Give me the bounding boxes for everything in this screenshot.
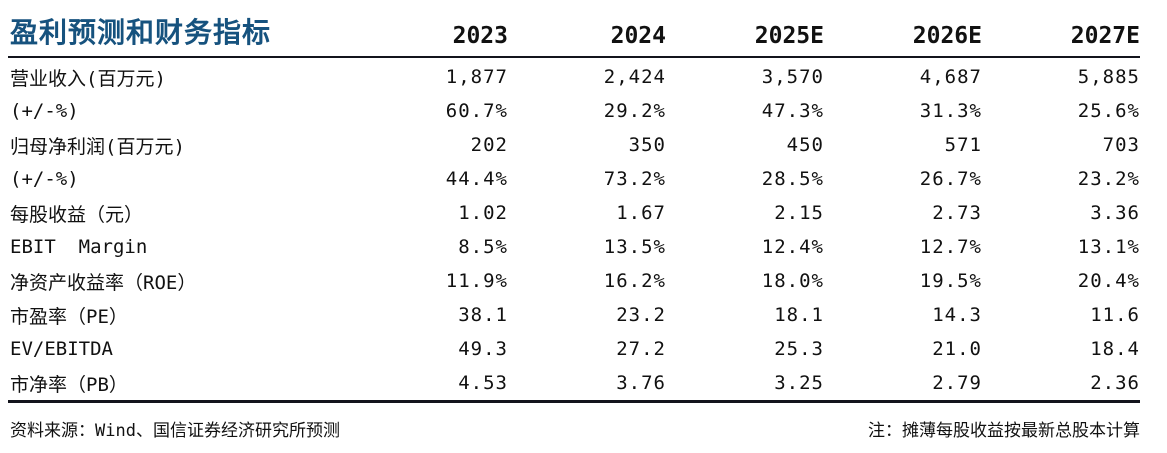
cell-value: 14.3 [932,304,982,326]
cell-value: 2.73 [932,202,982,224]
table-row: 市盈率（PE） 38.1 23.2 18.1 14.3 11.6 [0,298,1167,332]
row-label: EV/EBITDA [10,338,113,360]
table-row: 每股收益（元） 1.02 1.67 2.15 2.73 3.36 [0,196,1167,230]
table-row: EBIT Margin 8.5% 13.5% 12.4% 12.7% 13.1% [0,230,1167,264]
cell-value: 47.3% [761,100,824,122]
cell-value: 12.4% [761,236,824,258]
table-row: 净资产收益率（ROE） 11.9% 16.2% 18.0% 19.5% 20.4… [0,264,1167,298]
cell-value: 23.2% [1077,168,1140,190]
row-label: (+/-%) [10,100,79,122]
table-row: 营业收入(百万元) 1,877 2,424 3,570 4,687 5,885 [0,60,1167,94]
cell-value: 31.3% [919,100,982,122]
cell-value: 19.5% [919,270,982,292]
table-row: EV/EBITDA 49.3 27.2 25.3 21.0 18.4 [0,332,1167,366]
cell-value: 23.2 [616,304,666,326]
row-label: 营业收入(百万元) [10,67,166,90]
table-footer: 资料来源：Wind、国信证券经济研究所预测 注：摊薄每股收益按最新总股本计算 [0,403,1167,441]
cell-value: 202 [470,134,508,156]
cell-value: 350 [628,134,666,156]
cell-value: 38.1 [458,304,508,326]
cell-value: 13.5% [603,236,666,258]
table-header-row: 盈利预测和财务指标 2023 2024 2025E 2026E 2027E [0,0,1167,56]
cell-value: 2.36 [1090,372,1140,394]
cell-value: 20.4% [1077,270,1140,292]
cell-value: 18.1 [774,304,824,326]
row-label: (+/-%) [10,168,79,190]
cell-value: 5,885 [1077,66,1140,88]
cell-value: 3.25 [774,372,824,394]
cell-value: 29.2% [603,100,666,122]
cell-value: 18.4 [1090,338,1140,360]
table-row: (+/-%) 60.7% 29.2% 47.3% 31.3% 25.6% [0,94,1167,128]
row-label: EBIT Margin [10,236,148,258]
table-bottom-border [8,400,1140,403]
source-note: 资料来源：Wind、国信证券经济研究所预测 [10,421,340,441]
cell-value: 3.36 [1090,202,1140,224]
row-label: 每股收益（元） [10,203,144,226]
row-label: 净资产收益率（ROE） [10,271,197,294]
cell-value: 18.0% [761,270,824,292]
cell-value: 11.9% [445,270,508,292]
table-row: 归母净利润(百万元) 202 350 450 571 703 [0,128,1167,162]
cell-value: 3,570 [761,66,824,88]
cell-value: 703 [1102,134,1140,156]
cell-value: 1,877 [445,66,508,88]
cell-value: 49.3 [458,338,508,360]
cell-value: 73.2% [603,168,666,190]
cell-value: 1.67 [616,202,666,224]
column-header-2025E: 2025E [754,23,824,49]
column-header-2023: 2023 [452,23,508,49]
column-header-2026E: 2026E [912,23,982,49]
column-header-2027E: 2027E [1070,23,1140,49]
table-row: 市净率（PB） 4.53 3.76 3.25 2.79 2.36 [0,366,1167,400]
cell-value: 25.6% [1077,100,1140,122]
cell-value: 21.0 [932,338,982,360]
column-header-2024: 2024 [610,23,666,49]
row-label: 归母净利润(百万元) [10,135,185,158]
table-row: (+/-%) 44.4% 73.2% 28.5% 26.7% 23.2% [0,162,1167,196]
eps-note: 注：摊薄每股收益按最新总股本计算 [868,421,1140,441]
cell-value: 12.7% [919,236,982,258]
cell-value: 4,687 [919,66,982,88]
page-title: 盈利预测和财务指标 [10,17,272,48]
cell-value: 450 [786,134,824,156]
cell-value: 8.5% [458,236,508,258]
cell-value: 11.6 [1090,304,1140,326]
cell-value: 16.2% [603,270,666,292]
cell-value: 44.4% [445,168,508,190]
cell-value: 60.7% [445,100,508,122]
cell-value: 4.53 [458,372,508,394]
cell-value: 1.02 [458,202,508,224]
table-body: 营业收入(百万元) 1,877 2,424 3,570 4,687 5,885 … [0,58,1167,400]
cell-value: 27.2 [616,338,666,360]
cell-value: 2.79 [932,372,982,394]
cell-value: 2.15 [774,202,824,224]
cell-value: 2,424 [603,66,666,88]
cell-value: 28.5% [761,168,824,190]
cell-value: 25.3 [774,338,824,360]
cell-value: 13.1% [1077,236,1140,258]
row-label: 市净率（PB） [10,373,128,396]
header-divider [8,56,1140,58]
cell-value: 3.76 [616,372,666,394]
row-label: 市盈率（PE） [10,305,128,328]
cell-value: 571 [944,134,982,156]
cell-value: 26.7% [919,168,982,190]
